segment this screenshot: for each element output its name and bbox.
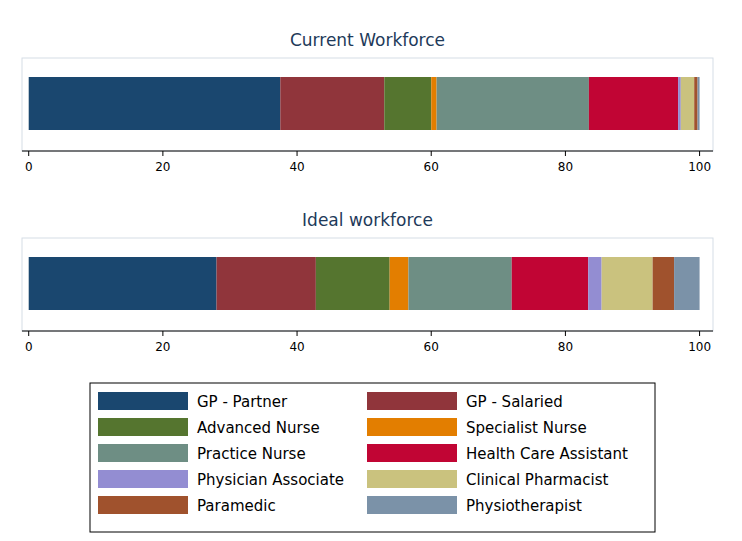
bar-segment xyxy=(698,77,700,130)
bar-segment xyxy=(678,77,681,130)
bars xyxy=(29,257,700,310)
bar-segment xyxy=(29,77,281,130)
bars xyxy=(29,77,700,130)
bar-segment xyxy=(588,257,601,310)
x-tick-label: 40 xyxy=(289,160,304,174)
legend-swatch xyxy=(367,470,457,488)
legend-label: GP - Salaried xyxy=(466,393,563,411)
x-axis xyxy=(22,331,713,332)
legend-label: Health Care Assistant xyxy=(466,445,628,463)
panel-title: Ideal workforce xyxy=(302,210,433,230)
x-tick xyxy=(297,331,298,336)
plot-frame xyxy=(22,238,713,331)
bar-segment xyxy=(217,257,316,310)
bar-segment xyxy=(280,77,384,130)
bar-segment xyxy=(390,257,409,310)
legend-swatch xyxy=(367,496,457,514)
x-tick xyxy=(162,151,163,156)
legend-label: Clinical Pharmacist xyxy=(466,471,609,489)
legend-label: Specialist Nurse xyxy=(466,419,587,437)
x-tick-label: 0 xyxy=(25,160,33,174)
x-tick-label: 60 xyxy=(424,160,439,174)
bar-segment xyxy=(674,257,699,310)
bar-segment xyxy=(681,77,694,130)
x-tick xyxy=(431,151,432,156)
x-tick-label: 20 xyxy=(155,340,170,354)
bar-segment xyxy=(384,77,431,130)
legend-swatch xyxy=(367,392,457,410)
bar-segment xyxy=(29,257,217,310)
x-tick xyxy=(28,151,29,156)
legend-swatch xyxy=(98,444,188,462)
x-tick xyxy=(565,331,566,336)
legend-label: Paramedic xyxy=(197,497,276,515)
bar-segment xyxy=(316,257,390,310)
x-tick xyxy=(699,331,700,336)
legend-swatch xyxy=(367,418,457,436)
background xyxy=(0,0,742,541)
plot-frame xyxy=(22,58,713,151)
legend-swatch xyxy=(98,470,188,488)
legend-swatch xyxy=(98,496,188,514)
x-tick-label: 100 xyxy=(688,340,711,354)
bar-segment xyxy=(653,257,674,310)
bar-segment xyxy=(589,77,678,130)
legend-label: Practice Nurse xyxy=(197,445,306,463)
chart: Current Workforce 0 20 40 60 80 100 Ideal workf… xyxy=(0,0,742,541)
x-tick xyxy=(28,331,29,336)
legend-swatch xyxy=(367,444,457,462)
x-tick-label: 0 xyxy=(25,340,33,354)
x-axis xyxy=(22,151,713,152)
x-tick xyxy=(162,331,163,336)
panel-title: Current Workforce xyxy=(290,30,445,50)
x-tick xyxy=(699,151,700,156)
legend-label: GP - Partner xyxy=(197,393,288,411)
x-tick-label: 80 xyxy=(558,340,573,354)
bar-segment xyxy=(512,257,588,310)
x-tick-label: 40 xyxy=(289,340,304,354)
x-tick-label: 20 xyxy=(155,160,170,174)
x-tick-label: 100 xyxy=(688,160,711,174)
x-tick-label: 80 xyxy=(558,160,573,174)
legend-label: Advanced Nurse xyxy=(197,419,320,437)
x-tick xyxy=(565,151,566,156)
bar-segment xyxy=(408,257,511,310)
bar-segment xyxy=(694,77,697,130)
legend-swatch xyxy=(98,392,188,410)
legend-label: Physiotherapist xyxy=(466,497,582,515)
bar-segment xyxy=(602,257,653,310)
bar-segment xyxy=(431,77,436,130)
x-tick xyxy=(431,331,432,336)
legend-swatch xyxy=(98,418,188,436)
bar-segment xyxy=(437,77,589,130)
legend-label: Physician Associate xyxy=(197,471,344,489)
x-tick-label: 60 xyxy=(424,340,439,354)
legend xyxy=(90,383,655,532)
x-tick xyxy=(297,151,298,156)
